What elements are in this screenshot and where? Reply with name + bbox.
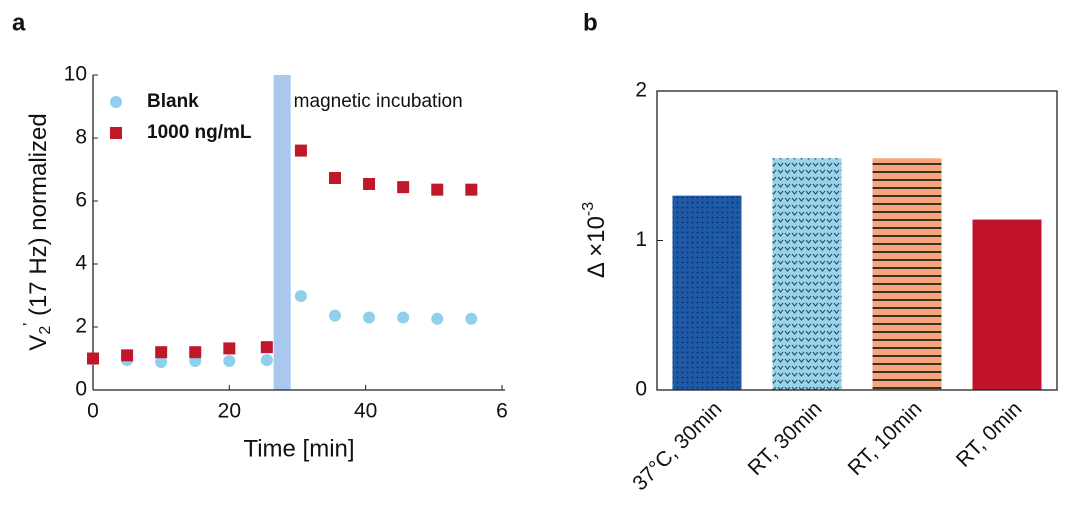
panel-label: b bbox=[583, 9, 598, 36]
y-label-sup: -3 bbox=[580, 202, 597, 216]
y-tick-label: 2 bbox=[635, 79, 647, 102]
data-point bbox=[260, 354, 273, 367]
y-tick-label: 1 bbox=[635, 228, 647, 251]
data-point bbox=[87, 352, 99, 365]
y-tick-label: 4 bbox=[75, 252, 87, 275]
x-axis-label: Time [min] bbox=[243, 435, 354, 462]
y-axis-label: Δ ×10-3 bbox=[580, 202, 610, 278]
data-point bbox=[363, 311, 376, 324]
x-tick-label: RT, 30min bbox=[744, 397, 827, 480]
legend-label: 1000 ng/mL bbox=[147, 122, 252, 143]
bar bbox=[972, 219, 1042, 390]
y-tick-label: 2 bbox=[75, 315, 87, 338]
data-point bbox=[465, 312, 478, 325]
x-tick-label: 20 bbox=[218, 400, 241, 423]
data-point bbox=[155, 355, 168, 368]
data-point bbox=[431, 183, 444, 196]
y-label-sub: 2 bbox=[37, 326, 54, 335]
y-tick-label: 8 bbox=[75, 126, 87, 149]
incubation-band bbox=[273, 75, 291, 390]
data-point bbox=[328, 309, 341, 322]
x-tick-label: 40 bbox=[354, 400, 377, 423]
data-point bbox=[260, 341, 273, 354]
data-point bbox=[121, 349, 134, 362]
data-point bbox=[397, 181, 410, 194]
legend-marker bbox=[110, 96, 122, 108]
panel-label: a bbox=[12, 9, 26, 36]
y-tick-label: 10 bbox=[64, 63, 87, 86]
data-point bbox=[431, 312, 444, 325]
x-tick-label: 0 bbox=[87, 400, 99, 423]
data-point bbox=[465, 183, 478, 196]
y-label-sup: ' bbox=[21, 323, 38, 326]
y-label-part: (17 Hz) normalized bbox=[25, 113, 52, 322]
y-tick-label: 0 bbox=[75, 378, 87, 401]
data-point bbox=[328, 172, 341, 185]
data-point bbox=[363, 177, 376, 190]
data-point bbox=[189, 346, 202, 359]
bar-pattern bbox=[672, 195, 742, 390]
band-label: magnetic incubation bbox=[294, 91, 463, 112]
x-tick-label: 6 bbox=[496, 400, 508, 423]
legend-marker bbox=[110, 127, 122, 139]
y-label-part: V bbox=[25, 335, 52, 351]
legend-label: Blank bbox=[147, 91, 199, 112]
data-point bbox=[223, 355, 236, 368]
bar-pattern bbox=[872, 158, 942, 390]
y-tick-label: 6 bbox=[75, 189, 87, 212]
data-point bbox=[155, 346, 168, 359]
bar-pattern bbox=[772, 158, 842, 390]
y-tick-label: 0 bbox=[635, 378, 647, 401]
data-point bbox=[223, 342, 236, 355]
data-point bbox=[294, 290, 307, 303]
x-tick-label: 37°C, 30min bbox=[628, 397, 726, 495]
data-point bbox=[294, 144, 307, 157]
y-label-part: Δ ×10 bbox=[583, 216, 610, 278]
data-point bbox=[397, 311, 410, 324]
x-tick-label: RT, 0min bbox=[952, 397, 1027, 472]
x-tick-label: RT, 10min bbox=[844, 397, 927, 480]
y-axis-label: V2' (17 Hz) normalized bbox=[21, 113, 54, 350]
